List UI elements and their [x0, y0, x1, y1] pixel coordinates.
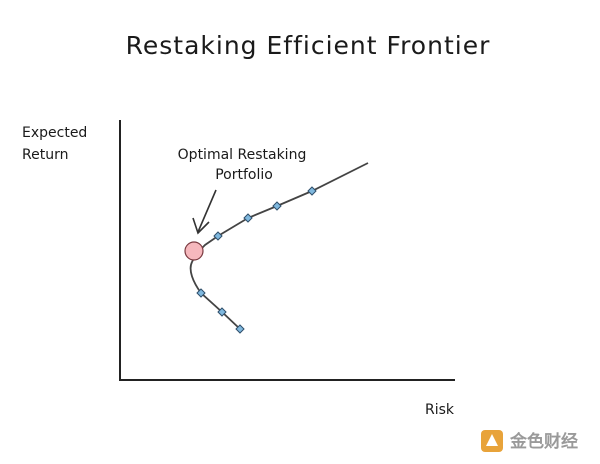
point	[272, 201, 282, 211]
watermark-logo	[481, 430, 503, 452]
annotation: Portfolio	[215, 167, 273, 183]
point	[213, 231, 223, 241]
x-axis-label: Risk	[425, 402, 455, 418]
point	[217, 307, 227, 317]
point	[235, 324, 245, 334]
point	[307, 186, 317, 196]
optimal-point	[184, 241, 204, 261]
portfolio-points	[196, 186, 317, 334]
title: Restaking Efficient Frontier	[126, 31, 491, 60]
arrow	[192, 189, 217, 235]
frontier-curve	[189, 162, 369, 330]
y-axis-label: Expected	[22, 125, 87, 141]
point	[243, 213, 253, 223]
point	[196, 288, 206, 298]
watermark: 金色财经	[509, 431, 578, 452]
annotation: Optimal Restaking	[178, 147, 307, 163]
y-axis-label: Return	[22, 147, 68, 163]
